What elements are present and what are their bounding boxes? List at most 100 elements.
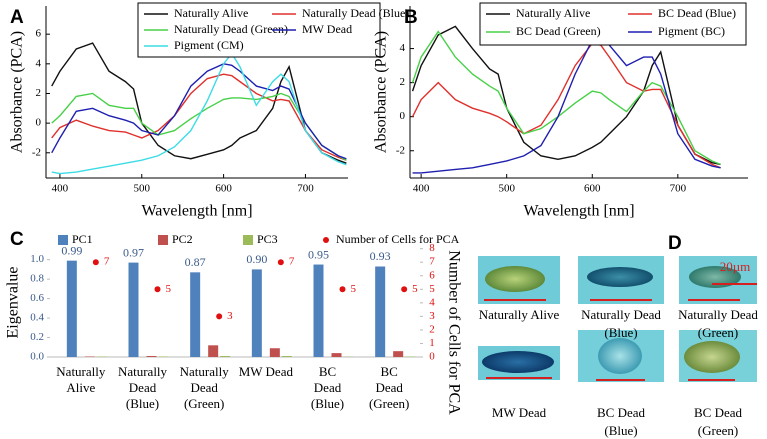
x-tick-label: Dead [129, 380, 157, 395]
legend-label: BC Dead (Green) [516, 24, 601, 38]
legend-swatch [243, 235, 253, 245]
x-tick-label: BC [319, 364, 336, 379]
series-line [411, 42, 721, 169]
series-line [412, 34, 721, 174]
dot [216, 313, 223, 320]
x-axis-label: Wavelength [nm] [141, 203, 252, 220]
x-tick-label: BC [380, 364, 397, 379]
y-tick-label: 0.4 [30, 312, 44, 324]
cell [598, 338, 642, 374]
value-label: 0.93 [370, 249, 391, 263]
bar [146, 356, 157, 357]
caption: (Blue) [604, 325, 637, 340]
bar [269, 348, 280, 357]
caption: (Blue) [604, 423, 637, 438]
legend-label: Pigment (BC) [658, 24, 725, 38]
legend-label: Number of Cells for PCA [336, 232, 460, 246]
x-tick-label: 600 [584, 183, 601, 195]
x-tick-label: 700 [297, 183, 314, 195]
x-tick-label: 700 [670, 183, 687, 195]
bar [331, 353, 342, 357]
y-tick-label: -2 [32, 146, 41, 158]
dot [154, 286, 161, 293]
legend [479, 2, 747, 46]
caption: BC Dead [694, 405, 743, 420]
value-label: 0.95 [308, 247, 329, 261]
series-line [411, 30, 721, 166]
y-axis-label: Eigenvalue [5, 267, 22, 339]
caption: (Green) [698, 325, 738, 340]
bar [66, 260, 77, 357]
y-tick-label: 1.0 [30, 253, 44, 265]
y-tick-label: -2 [396, 144, 405, 156]
cell [485, 266, 545, 292]
y-tick-label: 0 [36, 117, 42, 129]
legend-label: BC Dead (Blue) [658, 6, 736, 20]
caption: (Green) [698, 423, 738, 438]
legend-label: Naturally Alive [516, 6, 590, 20]
bar [281, 356, 292, 357]
panel-label: B [404, 7, 418, 28]
bar [128, 262, 139, 357]
legend-label: PC2 [172, 232, 193, 246]
bar [220, 356, 231, 357]
value-label: 7 [104, 256, 110, 268]
y2-tick-label: 0 [429, 351, 435, 363]
caption: Naturally Dead [678, 307, 758, 322]
series-line [51, 63, 347, 160]
legend-label: MW Dead [302, 22, 352, 36]
series-line [51, 42, 347, 164]
bar [208, 345, 219, 357]
panel-label: C [10, 229, 24, 250]
x-tick-label: Naturally [180, 364, 230, 379]
y-tick-label: 0.0 [30, 351, 44, 363]
caption: Naturally Dead [581, 307, 661, 322]
value-label: 0.99 [61, 243, 82, 257]
cell [587, 267, 653, 287]
micrographs [478, 256, 757, 382]
y2-tick-label: 6 [429, 269, 435, 281]
value-label: 3 [227, 310, 233, 322]
y-tick-label: 4 [400, 42, 406, 54]
legend-label: Pigment (CM) [174, 38, 244, 52]
legend-swatch [323, 237, 329, 243]
legend-label: Naturally Dead (Green) [174, 22, 288, 36]
dot [339, 286, 346, 293]
x-tick-label: 500 [498, 183, 515, 195]
cell [689, 266, 741, 288]
y2-tick-label: 4 [429, 296, 435, 308]
legend-swatch [158, 235, 168, 245]
bar [313, 264, 324, 357]
series-line [51, 52, 347, 175]
x-tick-label: 400 [52, 183, 69, 195]
y-tick-label: 0.8 [30, 273, 44, 285]
y2-tick-label: 7 [429, 256, 435, 268]
y-tick-label: 2 [400, 76, 406, 88]
x-tick-label: (Green) [369, 396, 409, 411]
series-line [51, 92, 347, 161]
panel-label: D [668, 233, 682, 254]
y-axis-label: Absorbance (PCA) [9, 31, 26, 153]
value-label: 5 [412, 283, 418, 295]
legend-label: Naturally Dead (Blue) [302, 6, 409, 20]
bar [190, 272, 201, 357]
bar [375, 266, 386, 357]
caption: MW Dead [492, 405, 547, 420]
y-tick-label: 0.6 [30, 292, 44, 304]
x-tick-label: Dead [190, 380, 218, 395]
bar [251, 269, 262, 357]
cell [684, 341, 740, 373]
legend [137, 2, 381, 58]
x-tick-label: Alive [66, 380, 95, 395]
y2-tick-label: 8 [429, 242, 435, 254]
dot [401, 286, 408, 293]
bar [393, 351, 404, 357]
x-tick-label: Naturally [56, 364, 106, 379]
panel-label: A [10, 7, 24, 28]
y2-tick-label: 5 [429, 283, 435, 295]
y-tick-label: 4 [36, 57, 42, 69]
legend-label: PC1 [72, 232, 93, 246]
dot [92, 259, 99, 266]
x-tick-label: Dead [375, 380, 403, 395]
x-tick-label: (Blue) [126, 396, 159, 411]
